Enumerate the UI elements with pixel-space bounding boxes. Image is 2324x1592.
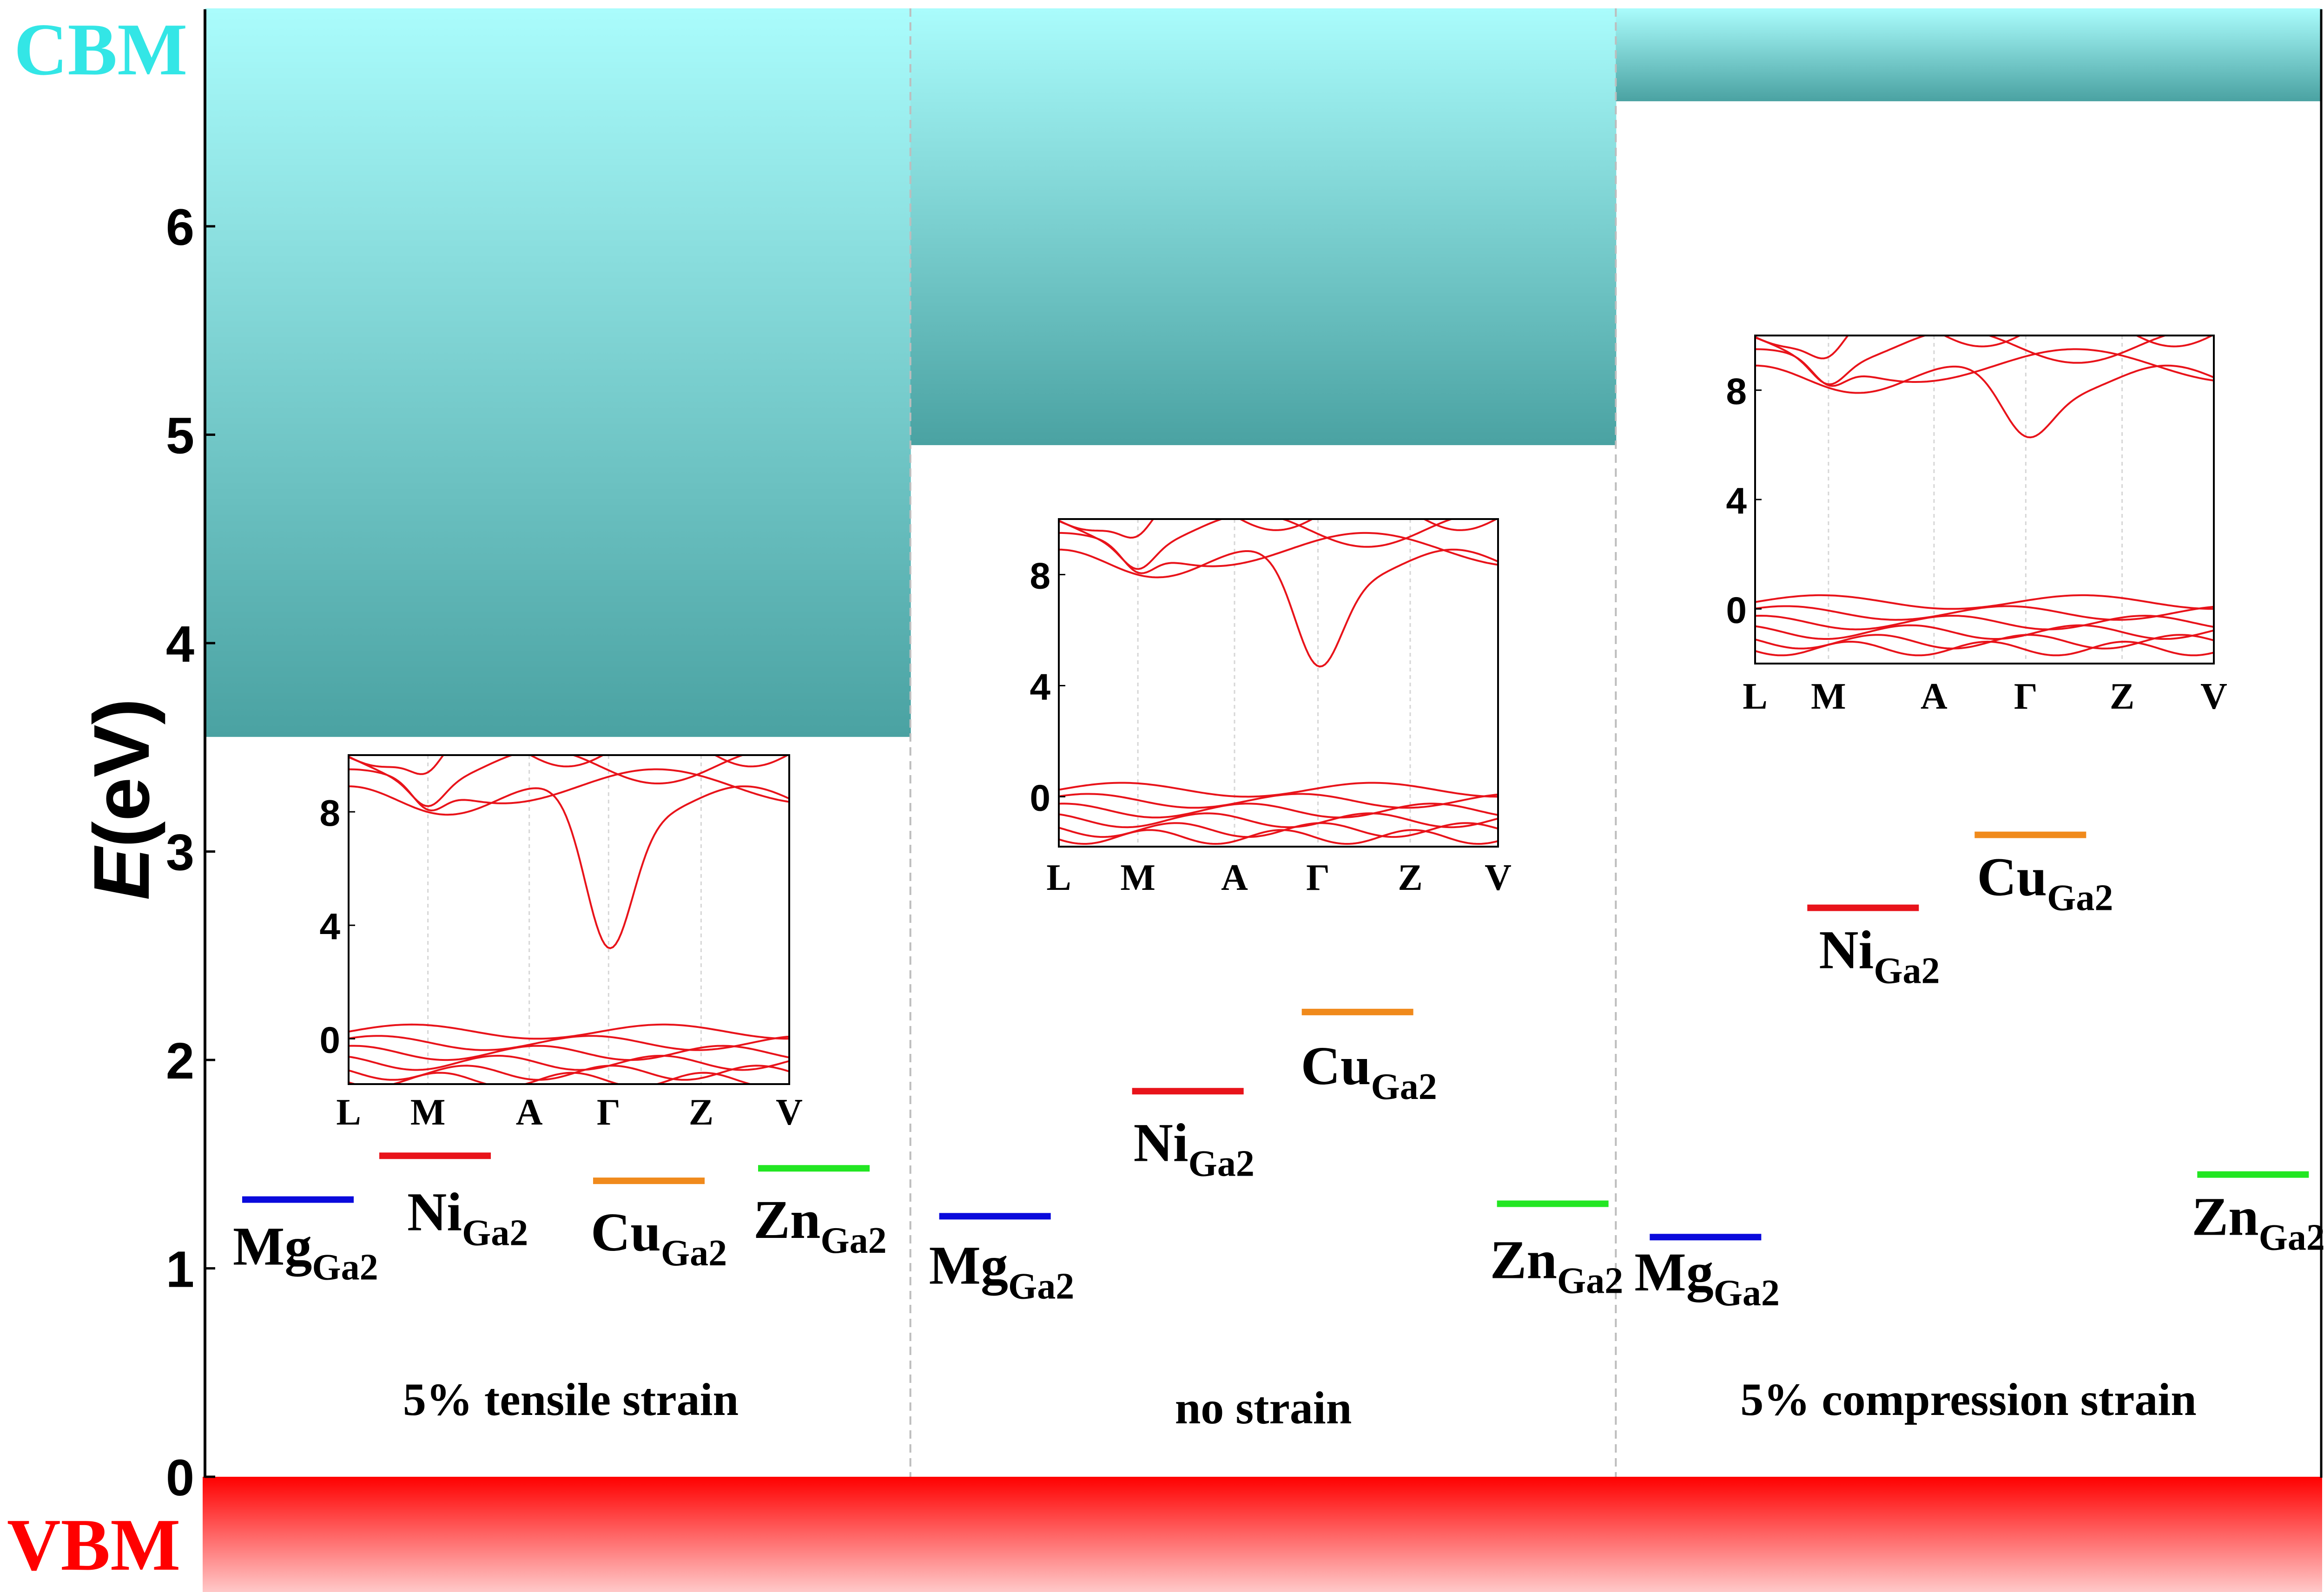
panel-dividers <box>909 8 1617 1477</box>
cbm-label: CBM <box>14 8 187 91</box>
inset-y-tick-label: 0 <box>1030 777 1051 818</box>
y-tick-label: 3 <box>166 824 194 882</box>
level-label-mg: MgGa2 <box>233 1216 378 1288</box>
valence-band-line <box>1755 640 2214 657</box>
level-label-ni: NiGa2 <box>1819 920 1940 992</box>
valence-band-line <box>1755 624 2214 640</box>
k-point-label: M <box>410 1092 446 1133</box>
level-label-mg: MgGa2 <box>929 1235 1075 1307</box>
valence-band-line <box>1755 605 2214 621</box>
k-point-label: Z <box>2110 676 2134 717</box>
inset-band-structure: 0 4 8 L M A Γ Z V <box>1726 335 2227 717</box>
y-tick-label: 4 <box>166 616 194 673</box>
cbm-blocks <box>205 8 2322 737</box>
level-label-cu: CuGa2 <box>1977 847 2113 919</box>
valence-band-line <box>349 1045 789 1061</box>
k-point-label: L <box>1743 676 1767 717</box>
y-tick-label: 0 <box>166 1449 194 1506</box>
cbm-region <box>1616 8 2322 101</box>
k-point-label: Γ <box>1306 857 1330 898</box>
upper-band-line <box>1755 348 2214 387</box>
level-label-ni: NiGa2 <box>407 1181 528 1253</box>
upper-band-line <box>349 768 789 812</box>
panel-1: 5% tensile strain MgGa2 NiGa2 CuGa2 ZnGa2 0 4 8… <box>233 754 887 1425</box>
inset-y-tick-label: 4 <box>320 906 341 947</box>
panel-title: 5% compression strain <box>1740 1374 2197 1425</box>
k-point-label: Γ <box>2014 676 2038 717</box>
conduction-band-line <box>1755 364 2214 439</box>
level-label-ni: NiGa2 <box>1134 1112 1254 1184</box>
inset-y-tick-label: 4 <box>1030 666 1051 707</box>
level-label-cu: CuGa2 <box>591 1202 727 1274</box>
inset-y-tick-label: 0 <box>320 1019 341 1060</box>
valence-band-line <box>1755 614 2214 631</box>
level-label-zn: ZnGa2 <box>1490 1229 1624 1301</box>
conduction-band-line <box>1059 548 1498 668</box>
vbm-label: VBM <box>7 1503 180 1586</box>
k-point-label: Z <box>689 1092 713 1133</box>
k-point-label: Z <box>1398 857 1422 898</box>
cbm-region <box>205 8 911 737</box>
y-tick-label: 5 <box>166 408 194 465</box>
upper-band-line <box>1755 336 2168 386</box>
valence-band-line <box>349 1072 789 1084</box>
inset-y-tick-label: 0 <box>1726 589 1747 631</box>
panel-title: no strain <box>1175 1382 1352 1434</box>
k-point-label: V <box>2200 676 2227 717</box>
inset-band-structure: 0 4 8 L M A Γ Z V <box>1030 518 1512 898</box>
inset-y-tick-label: 8 <box>1726 371 1747 412</box>
inset-y-tick-label: 8 <box>1030 555 1051 596</box>
conduction-band-line <box>349 785 789 949</box>
level-label-zn: ZnGa2 <box>753 1189 887 1261</box>
inset-frame <box>1058 518 1499 848</box>
valence-band-line <box>1059 803 1498 819</box>
k-point-label: L <box>336 1092 361 1133</box>
y-ticks: 0 1 2 3 4 5 6 <box>166 199 215 1506</box>
valence-band-line <box>1059 793 1498 809</box>
k-point-label: M <box>1811 676 1846 717</box>
panel-2: no strain MgGa2 NiGa2 CuGa2 ZnGa2 0 4 8 L M A Γ Z V <box>929 518 1624 1434</box>
panels: 5% tensile strain MgGa2 NiGa2 CuGa2 ZnGa2 0 4 8… <box>233 335 2324 1434</box>
k-point-label: A <box>1921 676 1948 717</box>
k-point-label: M <box>1120 857 1155 898</box>
band-lines <box>349 755 789 1084</box>
upper-band-line <box>349 755 746 807</box>
y-axis-label-symbol: E <box>78 845 166 900</box>
y-axis-label-unit: (eV) <box>78 698 166 848</box>
k-point-label: A <box>516 1092 543 1133</box>
valence-band-line <box>349 1035 789 1051</box>
k-point-label: L <box>1046 857 1071 898</box>
y-tick-label: 1 <box>166 1241 194 1298</box>
band-lines <box>1059 519 1498 845</box>
k-point-label: V <box>1485 857 1512 898</box>
panel-3: 5% compression strain MgGa2 NiGa2 CuGa2 ZnGa… <box>1634 335 2324 1425</box>
y-tick-label: 2 <box>166 1033 194 1090</box>
level-label-zn: ZnGa2 <box>2192 1186 2324 1258</box>
inset-band-structure: 0 4 8 L M A Γ Z V <box>320 754 803 1133</box>
level-label-cu: CuGa2 <box>1301 1035 1437 1107</box>
vbm-block <box>203 1477 2322 1592</box>
valence-band-line <box>1059 829 1498 845</box>
valence-band-line <box>1059 812 1498 829</box>
upper-band-line <box>1059 532 1498 574</box>
y-tick-label: 6 <box>166 199 194 256</box>
vbm-region <box>203 1477 2322 1592</box>
inset-y-tick-label: 4 <box>1726 480 1747 521</box>
level-label-mg: MgGa2 <box>1634 1242 1780 1314</box>
cbm-region <box>910 8 1617 445</box>
k-point-label: Γ <box>597 1092 621 1133</box>
upper-band-line <box>1059 519 1455 570</box>
valence-band-line <box>349 1055 789 1071</box>
inset-y-tick-label: 8 <box>320 792 341 834</box>
y-axis-label: E(eV) <box>78 698 166 901</box>
k-point-label: A <box>1221 857 1248 898</box>
panel-title: 5% tensile strain <box>403 1374 739 1425</box>
inset-frame <box>348 754 790 1085</box>
k-point-label: V <box>776 1092 803 1133</box>
